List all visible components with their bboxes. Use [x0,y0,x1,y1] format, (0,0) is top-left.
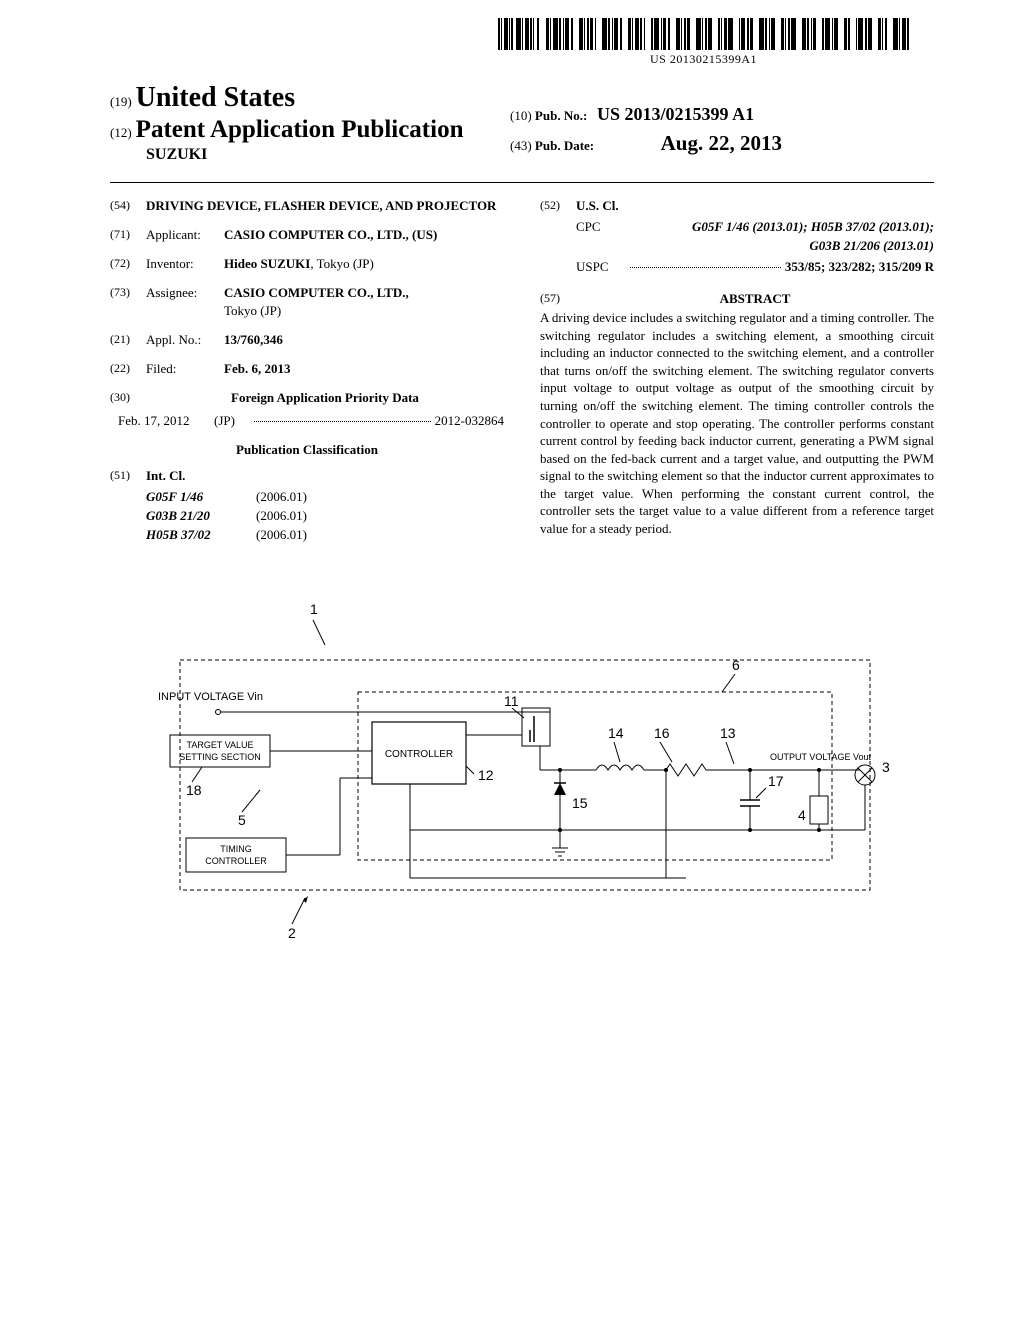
code-54: (54) [110,197,146,216]
applicant-value: CASIO COMPUTER CO., LTD., (US) [224,226,504,245]
intcl-code: H05B 37/02 [146,526,256,545]
cpc-line2: G03B 21/206 (2013.01) [576,237,934,256]
barcode-text: US 20130215399A1 [498,52,909,67]
priority-date: Feb. 17, 2012 [118,412,214,431]
assignee-value: CASIO COMPUTER CO., LTD., Tokyo (JP) [224,284,504,322]
code-43: (43) [510,138,532,153]
right-header: (10) Pub. No.: US 2013/0215399 A1 (43) P… [510,104,782,156]
input-voltage-label: INPUT VOLTAGE Vin [158,691,263,703]
filed-label: Filed: [146,360,224,379]
code-10: (10) [510,108,532,123]
ref-2: 2 [288,925,296,941]
pub-no: US 2013/0215399 A1 [597,104,754,124]
applno-label: Appl. No.: [146,331,224,350]
timing-label-2: CONTROLLER [205,856,267,866]
ref-15: 15 [572,795,588,811]
cpc-label: CPC [576,218,616,237]
code-71: (71) [110,226,146,245]
intcl-code: G05F 1/46 [146,488,256,507]
ref-18: 18 [186,782,202,798]
bibliographic-columns: (54) DRIVING DEVICE, FLASHER DEVICE, AND… [110,197,934,545]
figure: 1 6 INPUT VOLTAGE Vin TARGET VALUE SETTI… [110,600,930,980]
assignee-line1: CASIO COMPUTER CO., LTD., [224,285,409,300]
abstract-text: A driving device includes a switching re… [540,309,934,537]
assignee-line2: Tokyo (JP) [224,303,281,318]
right-column: (52) U.S. Cl. CPC G05F 1/46 (2013.01); H… [540,197,934,545]
code-22: (22) [110,360,146,379]
intcl-table: G05F 1/46(2006.01) G03B 21/20(2006.01) H… [146,488,504,545]
code-12: (12) [110,125,132,140]
applno-value: 13/760,346 [224,331,504,350]
intcl-ver: (2006.01) [256,488,307,507]
divider [110,182,934,183]
pub-date-label: Pub. Date: [535,138,594,153]
filed-value: Feb. 6, 2013 [224,360,504,379]
inventor-label: Inventor: [146,255,224,274]
ref-12: 12 [478,767,494,783]
cpc-line1: G05F 1/46 (2013.01); H05B 37/02 (2013.01… [692,219,934,234]
controller-label: CONTROLLER [385,749,453,760]
code-52: (52) [540,197,576,216]
code-57: (57) [540,290,576,309]
code-30: (30) [110,389,146,408]
uspc-value: 353/85; 323/282; 315/209 R [785,258,934,277]
output-voltage-label: OUTPUT VOLTAGE Vout [770,752,872,762]
ref-4: 4 [798,807,806,823]
priority-data: Feb. 17, 2012 (JP) 2012-032864 [118,412,504,431]
code-73: (73) [110,284,146,322]
code-19: (19) [110,94,132,109]
cpc-block: CPC G05F 1/46 (2013.01); H05B 37/02 (201… [576,218,934,277]
ref-6: 6 [732,657,740,673]
priority-cc: (JP) [214,412,250,431]
uspc-label: USPC [576,258,626,277]
abstract-header: ABSTRACT [576,290,934,309]
ref-13: 13 [720,725,736,741]
barcode-graphic [498,18,909,50]
code-21: (21) [110,331,146,350]
ref-3: 3 [882,759,890,775]
intcl-code: G03B 21/20 [146,507,256,526]
target-label-2: SETTING SECTION [179,752,261,762]
ref-14: 14 [608,725,624,741]
target-label-1: TARGET VALUE [186,740,253,750]
left-column: (54) DRIVING DEVICE, FLASHER DEVICE, AND… [110,197,504,545]
pubclass-header: Publication Classification [110,441,504,460]
intcl-ver: (2006.01) [256,507,307,526]
ref-16: 16 [654,725,670,741]
inventor-value: Hideo SUZUKI, Tokyo (JP) [224,255,504,274]
invention-title: DRIVING DEVICE, FLASHER DEVICE, AND PROJ… [146,197,496,216]
assignee-label: Assignee: [146,284,224,322]
intcl-ver: (2006.01) [256,526,307,545]
ref-17: 17 [768,773,784,789]
priority-header: Foreign Application Priority Data [146,389,504,408]
dots-icon [254,412,431,422]
timing-label-1: TIMING [220,844,252,854]
ref-5: 5 [238,812,246,828]
barcode-block: US 20130215399A1 [498,18,909,67]
applicant-label: Applicant: [146,226,224,245]
ref-1: 1 [310,601,318,617]
priority-appno: 2012-032864 [435,412,504,431]
uscl-label: U.S. Cl. [576,197,619,216]
ref-11: 11 [504,693,519,709]
pub-no-label: Pub. No.: [535,108,587,123]
doc-type: Patent Application Publication [136,116,464,143]
intcl-label: Int. Cl. [146,467,185,486]
dots-icon [630,258,781,268]
code-51: (51) [110,467,146,486]
country: United States [136,82,295,113]
pub-date: Aug. 22, 2013 [661,131,782,155]
code-72: (72) [110,255,146,274]
